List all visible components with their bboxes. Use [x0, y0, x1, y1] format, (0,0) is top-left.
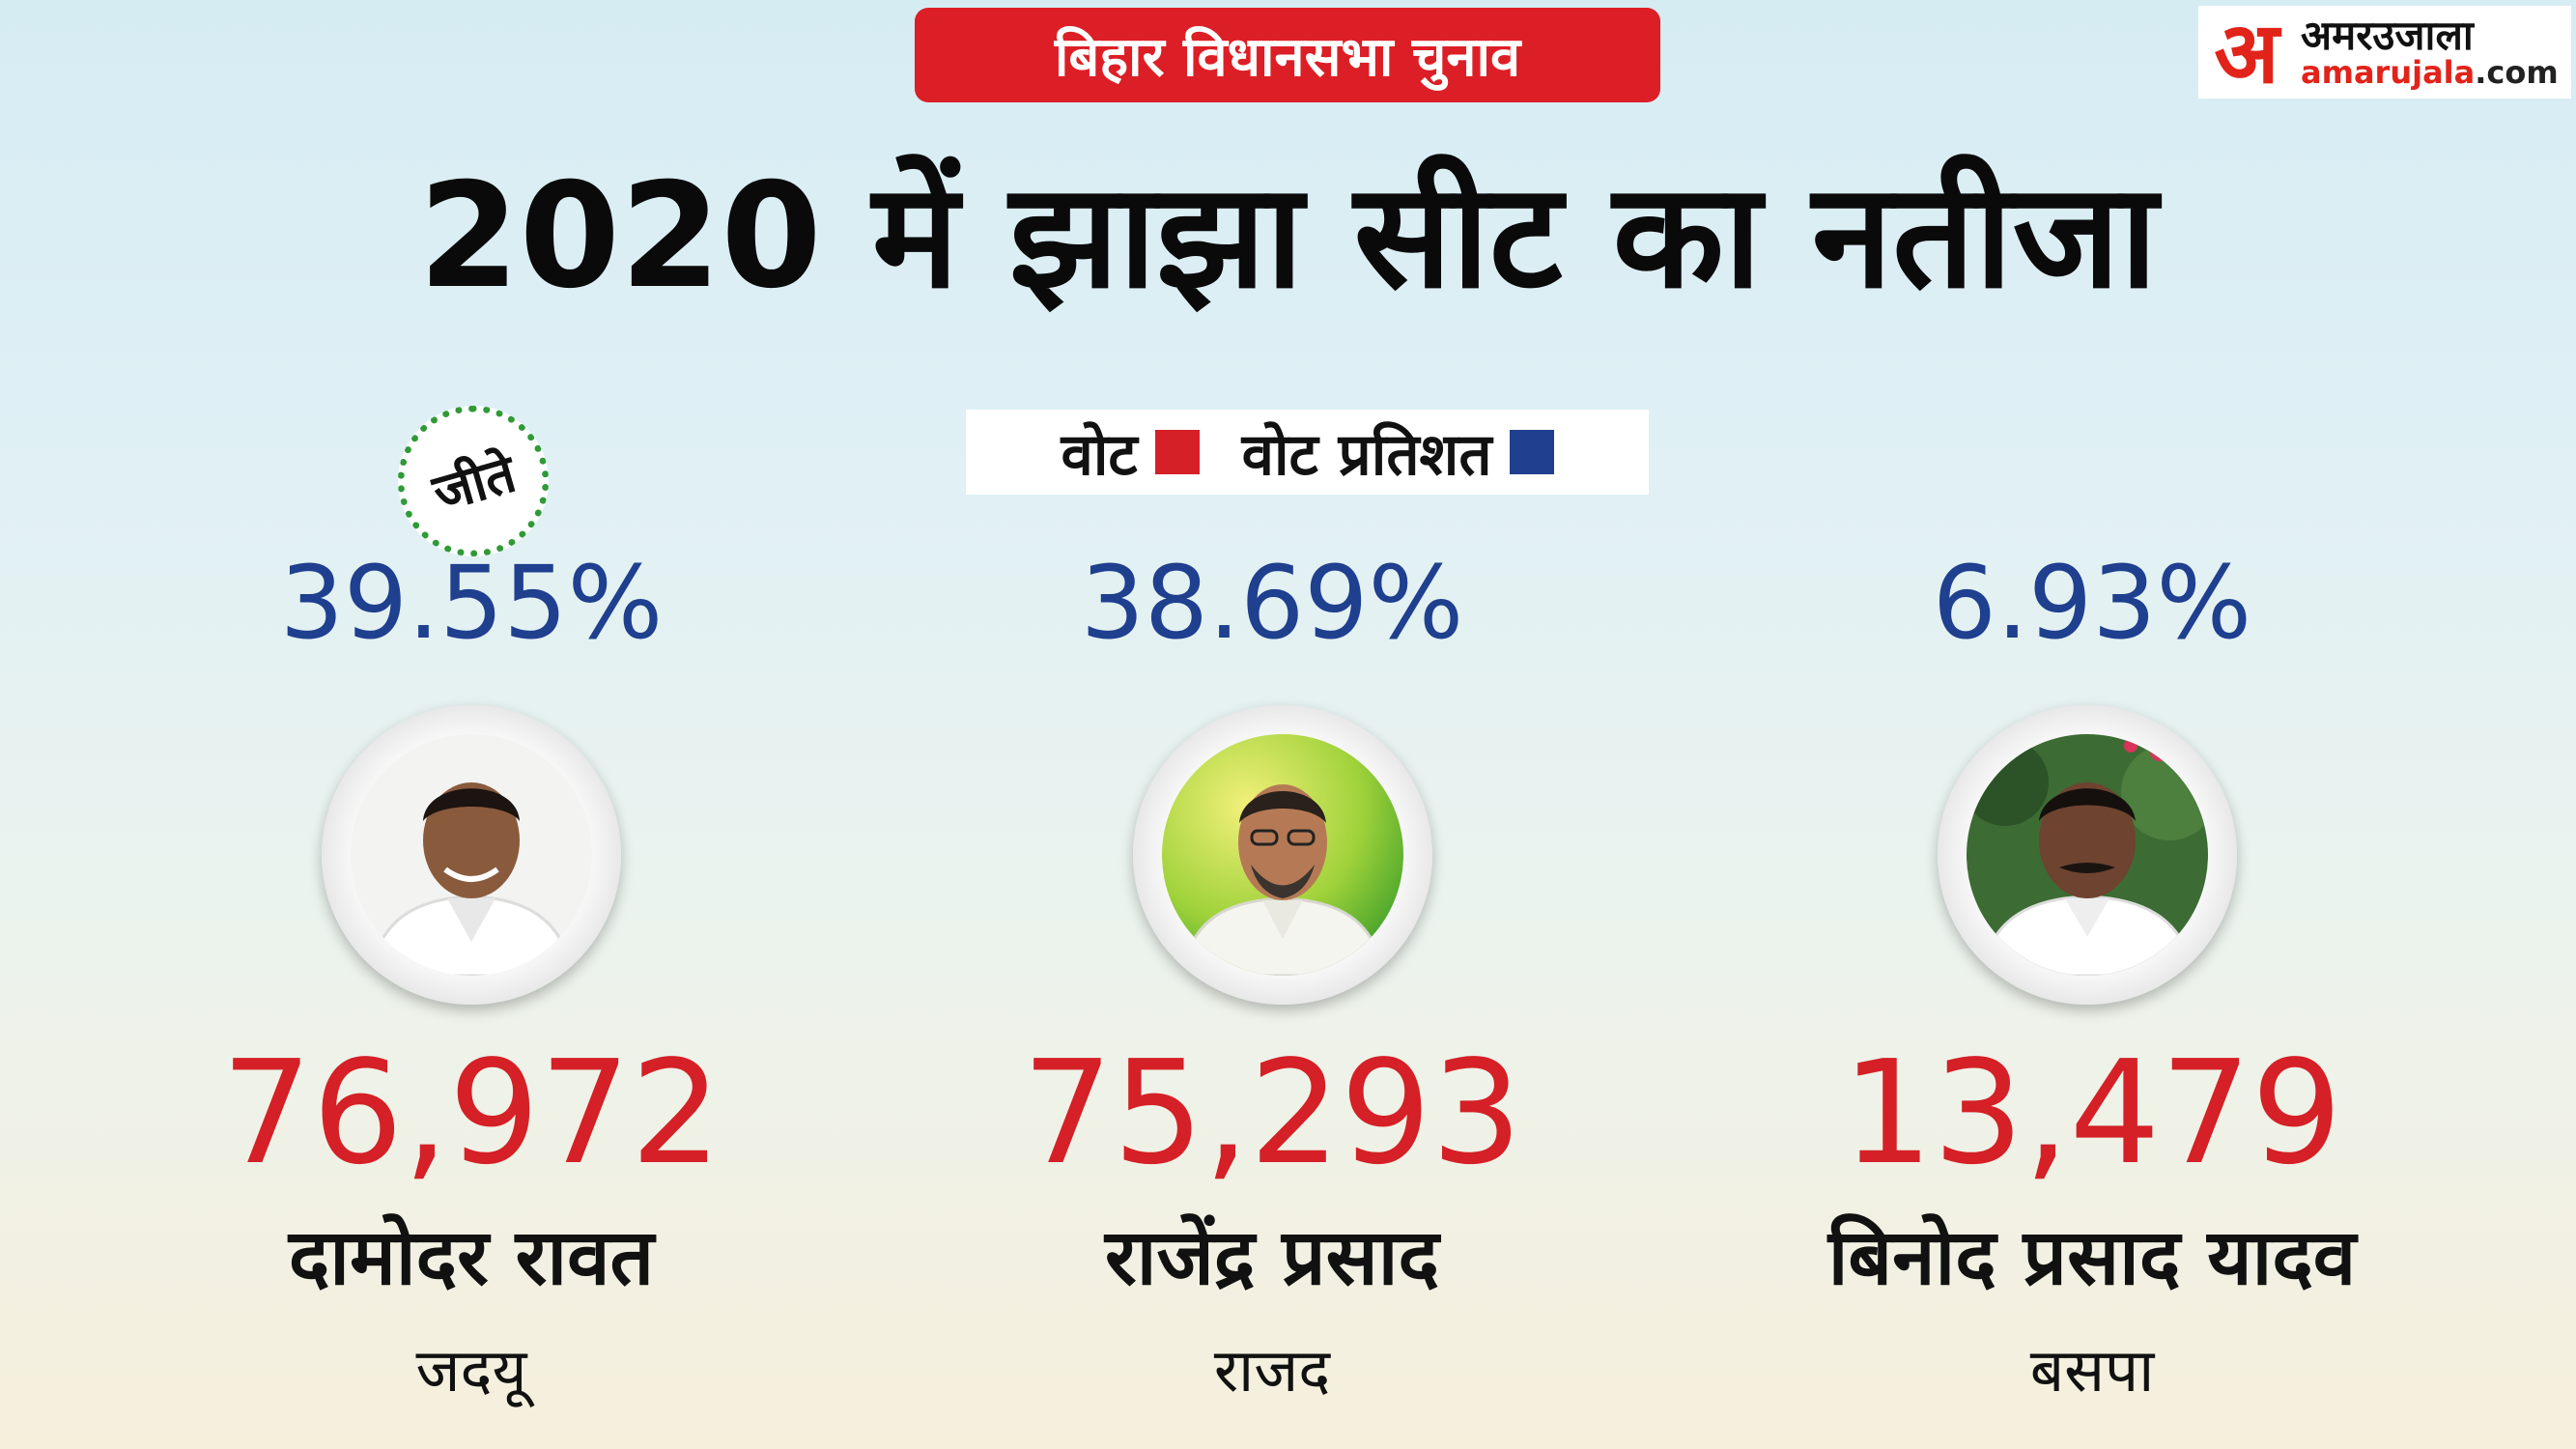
candidate-card: 39.55% 76,972 दामोदर रावत जदयू [85, 0, 858, 1449]
legend-percent-swatch [1509, 430, 1554, 474]
section-tag-label: बिहार विधानसभा चुनाव [1054, 26, 1521, 89]
vote-count: 13,479 [1842, 1030, 2342, 1196]
party-name: जदयू [415, 1335, 527, 1406]
brand-domain-tld: .com [2475, 54, 2559, 92]
legend-votes-label: वोट [1061, 421, 1138, 489]
vote-percent: 38.69% [1080, 544, 1464, 662]
page-title: 2020 में झाझा सीट का नतीजा [418, 153, 2158, 321]
vote-percent: 39.55% [279, 544, 664, 662]
brand-domain-name: amarujala [2301, 54, 2476, 92]
candidate-name: राजेंद्र प्रसाद [1105, 1212, 1439, 1302]
legend: वोट वोट प्रतिशत [966, 410, 1649, 495]
portrait-icon [1967, 734, 2208, 976]
photo-frame [322, 705, 621, 1005]
brand-logo[interactable]: अ अमरउजाला amarujala.com [2198, 6, 2571, 99]
party-name: राजद [1213, 1335, 1331, 1406]
brand-domain: amarujala.com [2301, 54, 2559, 92]
candidate-card: 6.93% 13,479 बिनोद प्रसाद यादव बसपा [1706, 0, 2478, 1449]
brand-mark-icon: अ [2214, 2, 2279, 102]
winner-badge: जीते [398, 406, 549, 556]
candidate-name: दामोदर रावत [288, 1212, 655, 1302]
vote-percent: 6.93% [1932, 544, 2252, 662]
portrait-icon [351, 734, 592, 976]
party-name: बसपा [2029, 1335, 2155, 1406]
legend-percent-label: वोट प्रतिशत [1241, 421, 1492, 489]
photo-frame [1133, 705, 1432, 1005]
photo-frame [1938, 705, 2237, 1005]
vote-count: 76,972 [221, 1030, 722, 1196]
vote-count: 75,293 [1022, 1030, 1522, 1196]
legend-votes-swatch [1154, 430, 1200, 474]
brand-name-hindi: अमरउजाला [2301, 12, 2474, 60]
portrait-icon [1162, 734, 1403, 976]
brand-text: अमरउजाला amarujala.com [2301, 14, 2559, 90]
section-tag: बिहार विधानसभा चुनाव [915, 8, 1660, 102]
candidate-card: 38.69% [886, 0, 1658, 1449]
candidate-name: बिनोद प्रसाद यादव [1827, 1212, 2357, 1302]
